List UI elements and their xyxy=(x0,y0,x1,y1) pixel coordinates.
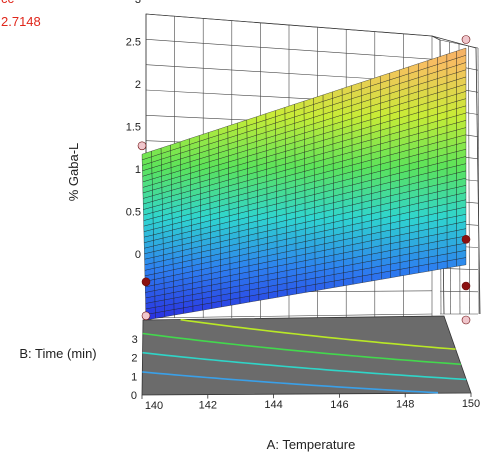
y-axis-title: B: Time (min) xyxy=(19,346,96,361)
surface-cell xyxy=(456,47,467,59)
floor-contour-line xyxy=(180,318,456,350)
x-tick-label: 148 xyxy=(396,398,414,410)
design-point xyxy=(461,235,471,244)
x-tick-label: 146 xyxy=(330,399,348,411)
contour-floor xyxy=(141,315,472,396)
x-tick-labels: 140 142 144 146 148 150 xyxy=(141,393,480,412)
y-tick-labels: 0 1 2 3 xyxy=(131,334,138,402)
x-tick-label: 140 xyxy=(145,400,163,412)
side-wall-gridline xyxy=(477,47,480,315)
design-point xyxy=(461,315,471,325)
z-tick-label: 2 xyxy=(135,79,141,91)
corner-label-top: cc xyxy=(1,0,15,6)
y-tick-label: 2 xyxy=(131,353,137,365)
response-surface xyxy=(141,47,467,321)
floor-contour-line xyxy=(142,371,439,394)
x-tick-label: 144 xyxy=(264,399,282,411)
z-tick-label: 1.5 xyxy=(126,122,141,134)
contour-floor-plane xyxy=(141,315,472,396)
z-tick-label: 3 xyxy=(135,0,141,6)
design-points xyxy=(137,35,471,325)
z-tick-label: 1 xyxy=(135,164,141,176)
x-tick-label: 150 xyxy=(462,398,480,410)
floor-contour-line xyxy=(142,332,461,366)
z-tick-label: 0.5 xyxy=(126,207,141,219)
corner-label-value: 2.7148 xyxy=(1,14,41,29)
side-wall-gridline xyxy=(468,45,470,315)
x-axis-title: A: Temperature xyxy=(267,437,356,452)
design-point xyxy=(141,311,151,321)
side-wall-gridline xyxy=(439,290,479,293)
z-tick-labels: 0 0.5 1 1.5 2 2.5 3 xyxy=(126,0,141,261)
x-tick-label: 142 xyxy=(199,400,217,412)
z-axis-title: % Gaba-L xyxy=(66,143,81,202)
design-point xyxy=(461,281,471,291)
y-tick-label: 0 xyxy=(131,390,137,402)
y-tick-label: 1 xyxy=(131,371,137,383)
floor-contour-line xyxy=(142,351,467,381)
y-tick-label: 3 xyxy=(132,334,138,346)
z-tick-label: 2.5 xyxy=(126,37,141,49)
design-point xyxy=(141,277,151,287)
design-point xyxy=(137,141,147,151)
side-wall-gridline xyxy=(439,268,479,270)
design-point xyxy=(461,35,471,44)
z-tick-label: 0 xyxy=(135,249,141,261)
